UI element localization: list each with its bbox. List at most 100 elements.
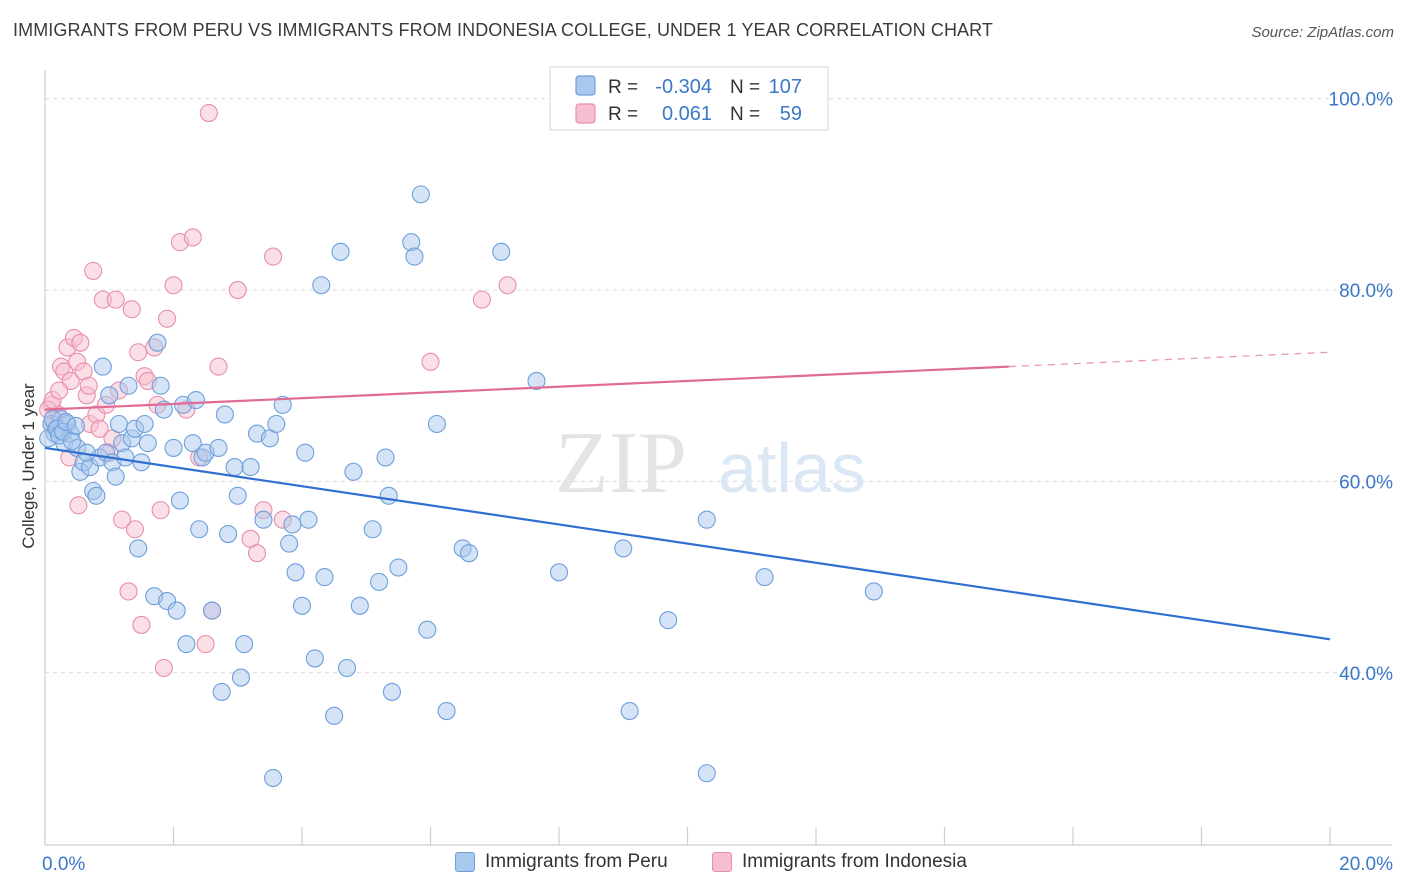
- data-point-indonesia: [50, 381, 69, 400]
- data-point-peru: [299, 510, 318, 529]
- y-axis-label: College, Under 1 year: [19, 383, 38, 549]
- data-point-peru: [389, 558, 408, 577]
- data-point-peru: [100, 386, 119, 405]
- data-point-indonesia: [264, 247, 283, 266]
- grid-lines: [45, 98, 1392, 674]
- data-point-indonesia: [472, 290, 491, 309]
- data-point-peru: [62, 432, 82, 451]
- chart-title: IMMIGRANTS FROM PERU VS IMMIGRANTS FROM …: [13, 20, 994, 40]
- legend-indonesia-n-label: N =: [730, 104, 760, 125]
- legend-indonesia-r-label: R =: [608, 104, 638, 125]
- data-point-indonesia: [421, 352, 440, 371]
- data-point-peru: [135, 414, 154, 434]
- data-point-peru: [312, 276, 331, 295]
- data-point-peru: [109, 414, 128, 434]
- data-point-peru: [697, 764, 716, 783]
- trend-line-extension-indonesia: [1008, 351, 1331, 368]
- x-tick-label: 0.0%: [42, 854, 85, 875]
- data-point-peru: [376, 448, 395, 467]
- data-point-peru: [492, 242, 511, 261]
- data-point-indonesia: [498, 276, 517, 295]
- legend-bottom-indonesia: Immigrants from Indonesia: [712, 851, 967, 873]
- legend-peru-n-value: 107: [769, 76, 802, 98]
- data-point-peru: [129, 539, 148, 558]
- data-point-peru: [527, 371, 546, 391]
- data-point-peru: [614, 539, 633, 558]
- data-point-peru: [292, 596, 312, 615]
- data-point-peru: [363, 520, 382, 539]
- data-point-peru: [231, 668, 251, 687]
- legend-peru-r-value: -0.304: [655, 76, 712, 98]
- legend-indonesia-r-value: 0.061: [662, 103, 712, 125]
- data-point-indonesia: [228, 281, 247, 300]
- data-point-peru: [93, 357, 112, 376]
- data-point-peru: [697, 510, 716, 529]
- data-point-peru: [228, 486, 247, 505]
- data-point-indonesia: [122, 300, 141, 319]
- data-point-peru: [411, 185, 430, 204]
- data-point-peru: [437, 701, 456, 721]
- data-point-peru: [405, 247, 424, 266]
- data-point-peru: [296, 443, 315, 462]
- data-point-peru: [459, 544, 479, 563]
- data-point-indonesia: [209, 357, 228, 376]
- data-point-indonesia: [199, 104, 218, 123]
- legend-peru-n-label: N =: [730, 77, 760, 98]
- y-tick-label: 80.0%: [1339, 281, 1393, 302]
- legend-bottom-indonesia-swatch: [712, 852, 732, 872]
- data-point-peru: [331, 242, 350, 261]
- data-point-indonesia: [158, 309, 177, 328]
- trend-line-peru: [44, 446, 1331, 641]
- data-point-indonesia: [132, 615, 151, 634]
- data-point-peru: [418, 620, 437, 639]
- data-point-peru: [148, 333, 167, 352]
- data-point-indonesia: [154, 658, 173, 678]
- data-point-peru: [183, 434, 202, 453]
- legend-top-box: [549, 66, 829, 131]
- legend-bottom: Immigrants from Peru Immigrants from Ind…: [0, 851, 1406, 877]
- data-point-peru: [119, 376, 138, 395]
- data-point-peru: [370, 572, 389, 591]
- data-point-peru: [138, 434, 157, 453]
- data-point-peru: [203, 601, 222, 620]
- data-point-peru: [177, 635, 196, 654]
- data-point-peru: [549, 563, 569, 582]
- data-point-peru: [350, 596, 369, 615]
- data-point-peru: [315, 568, 334, 587]
- data-point-peru: [280, 534, 299, 553]
- series-peru-points: [39, 185, 883, 788]
- legend-indonesia-n-value: 59: [780, 103, 802, 125]
- watermark: ZIP atlas: [555, 415, 866, 512]
- source-label: Source: ZipAtlas.com: [1251, 24, 1394, 41]
- watermark-atlas: atlas: [718, 429, 866, 507]
- data-point-peru: [219, 524, 238, 544]
- data-point-peru: [212, 682, 231, 701]
- trend-lines: [44, 351, 1331, 641]
- tick-labels: 100.0% 80.0% 60.0% 40.0% 0.0% 20.0%: [42, 90, 1393, 875]
- data-point-peru: [170, 491, 189, 510]
- data-point-indonesia: [129, 343, 148, 362]
- data-point-peru: [209, 438, 228, 457]
- data-point-peru: [151, 376, 170, 395]
- trend-line-indonesia: [44, 365, 1009, 411]
- data-point-peru: [273, 395, 292, 414]
- data-point-indonesia: [71, 333, 90, 352]
- data-point-peru: [235, 635, 254, 654]
- data-point-peru: [215, 405, 234, 424]
- data-point-peru: [427, 414, 446, 434]
- data-point-peru: [116, 448, 135, 467]
- data-point-peru: [286, 563, 305, 582]
- data-point-peru: [190, 520, 209, 539]
- y-tick-label: 100.0%: [1329, 90, 1394, 111]
- data-point-indonesia: [106, 290, 125, 309]
- data-point-peru: [264, 768, 283, 788]
- legend-indonesia-swatch: [575, 103, 596, 124]
- data-point-peru: [267, 414, 286, 434]
- data-point-indonesia: [151, 501, 170, 520]
- data-point-peru: [106, 467, 125, 486]
- legend-bottom-peru: Immigrants from Peru: [455, 851, 668, 873]
- data-point-indonesia: [125, 520, 144, 539]
- watermark-zip: ZIP: [555, 415, 687, 512]
- legend-peru-swatch: [575, 75, 596, 96]
